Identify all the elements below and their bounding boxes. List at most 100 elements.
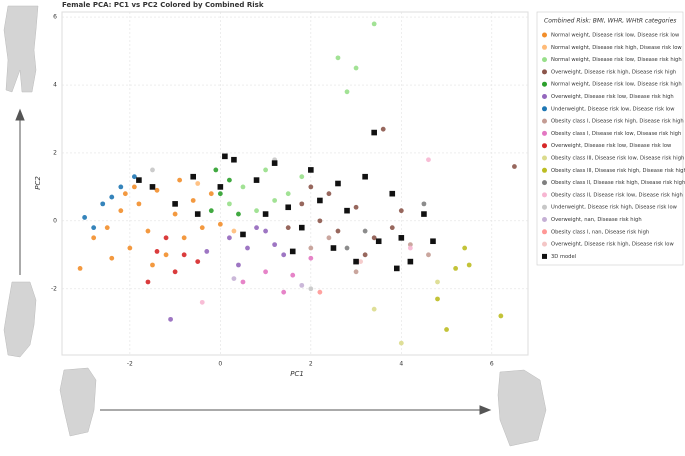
model-marker [298, 224, 305, 231]
model-marker [222, 153, 228, 160]
legend-swatch [542, 44, 547, 50]
legend-label: Overweight, Disease risk low, Disease ri… [551, 143, 672, 149]
point [326, 235, 332, 241]
legend-label: Obesity class II, Disease risk high, Dis… [551, 180, 685, 186]
point [100, 201, 106, 207]
point [208, 208, 214, 214]
point [195, 181, 201, 186]
point [344, 245, 350, 251]
point [498, 313, 504, 319]
plot-frame [61, 11, 529, 356]
point [91, 225, 97, 231]
legend-swatch [542, 217, 547, 222]
model-marker [231, 156, 237, 163]
point [389, 225, 395, 231]
x-tick-label: 4 [399, 361, 403, 368]
point [217, 221, 223, 227]
point [172, 269, 178, 275]
body-model-bottom-right [497, 369, 547, 447]
point [145, 228, 151, 234]
legend-swatch [542, 81, 547, 87]
y-tick-label: 2 [53, 149, 57, 156]
point [231, 276, 237, 281]
point [317, 218, 323, 224]
point [285, 225, 291, 231]
point [272, 242, 278, 248]
model-marker [335, 180, 341, 187]
legend-label: Overweight, Disease risk low, Disease ri… [551, 94, 674, 100]
point [444, 327, 449, 332]
chart-title: Female PCA: PC1 vs PC2 Colored by Combin… [62, 1, 264, 9]
legend-label: Normal weight, Disease risk low, Disease… [551, 82, 682, 88]
point [199, 299, 205, 305]
point [226, 177, 232, 183]
point [172, 211, 178, 217]
legend-swatch [542, 229, 547, 235]
point [240, 279, 246, 285]
legend-label: Normal weight, Disease risk high, Diseas… [551, 45, 682, 51]
legend-label: Overweight, Disease risk high, Disease r… [551, 242, 674, 248]
point [353, 204, 359, 210]
x-tick-label: 2 [309, 361, 313, 368]
point [281, 252, 287, 258]
point [136, 201, 142, 207]
point [240, 184, 246, 190]
model-marker [271, 160, 278, 166]
x-tick-label: 6 [490, 361, 494, 368]
point [308, 245, 314, 251]
point [208, 191, 214, 197]
x-tick-label: 0 [218, 361, 222, 368]
model-marker [149, 184, 156, 190]
model-marker [375, 238, 382, 245]
point [371, 235, 377, 241]
body-models [3, 5, 547, 447]
model-marker [389, 190, 396, 197]
legend-swatch [542, 167, 547, 173]
point [131, 174, 137, 180]
legend-swatch [542, 253, 547, 259]
legend-swatch [542, 106, 547, 112]
point [308, 286, 314, 292]
point [380, 126, 386, 132]
model-marker [362, 173, 368, 180]
point [154, 187, 160, 193]
point [127, 245, 133, 251]
arrow-head [15, 108, 25, 121]
point [421, 201, 427, 207]
point [308, 184, 314, 190]
legend-label: Normal weight, Disease risk low, Disease… [551, 57, 682, 63]
model-marker [262, 211, 269, 217]
legend-swatch [542, 143, 547, 149]
point [181, 252, 187, 258]
point [335, 55, 341, 61]
legend-swatch [542, 180, 547, 186]
point [177, 177, 183, 183]
point [371, 21, 377, 27]
point [204, 249, 210, 254]
model-marker [330, 245, 337, 251]
legend-label: Normal weight, Disease risk low, Disease… [551, 33, 680, 39]
point [109, 255, 115, 261]
point [254, 208, 259, 214]
point [109, 194, 115, 200]
point [254, 225, 259, 231]
point [190, 198, 196, 203]
y-tick-label: 4 [53, 82, 57, 89]
legend-swatch [542, 94, 547, 99]
point [453, 266, 459, 271]
point [263, 228, 268, 234]
legend-swatch [542, 130, 547, 136]
point [118, 208, 124, 214]
point [299, 174, 305, 180]
point [407, 245, 413, 251]
legend-box [536, 11, 684, 266]
model-marker [253, 177, 260, 183]
point [122, 191, 128, 197]
arrows [15, 108, 492, 415]
model-marker [421, 211, 427, 217]
point [335, 228, 341, 234]
model-marker [172, 201, 178, 207]
x-tick-label: -2 [127, 361, 133, 368]
legend-label: Obesity class I, nan, Disease risk high [551, 229, 649, 235]
